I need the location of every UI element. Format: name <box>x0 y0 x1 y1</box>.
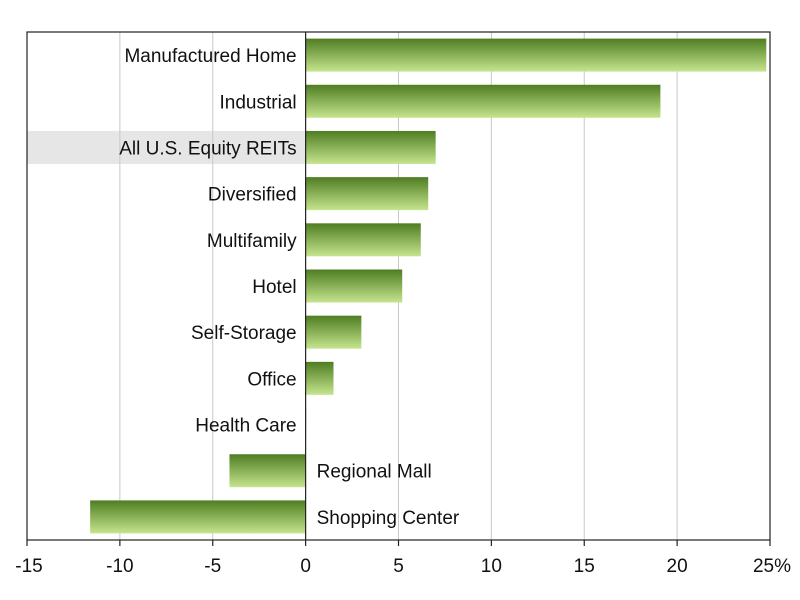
category-label: Hotel <box>252 277 296 298</box>
bar <box>305 130 436 164</box>
tick-label: 5 <box>393 556 404 577</box>
tick-label: 10 <box>481 556 502 577</box>
tick-label: -15 <box>15 556 42 577</box>
category-label: Self-Storage <box>191 323 297 344</box>
category-labels: Manufactured Home Industrial All U.S. Equi… <box>119 46 460 529</box>
bar <box>305 361 334 395</box>
highlight-band <box>27 130 306 164</box>
bar <box>305 223 421 257</box>
category-label: Regional Mall <box>317 462 432 483</box>
bar <box>305 177 429 211</box>
bar <box>90 500 306 534</box>
bars <box>90 38 767 534</box>
category-label: Multifamily <box>207 231 297 252</box>
tick-label: 15 <box>574 556 595 577</box>
tick-label: -10 <box>106 556 133 577</box>
category-label: Shopping Center <box>317 508 460 529</box>
x-axis: -15 -10 -5 0 5 10 15 20 25% <box>15 31 791 577</box>
category-label: Diversified <box>208 185 297 206</box>
tick-label: 0 <box>300 556 311 577</box>
bar <box>305 38 767 72</box>
category-label: Office <box>247 369 296 390</box>
bar <box>305 84 661 118</box>
tick-label: -5 <box>204 556 221 577</box>
bar <box>305 269 403 303</box>
tick-label: 25% <box>753 556 791 577</box>
tick-label: 20 <box>667 556 688 577</box>
bar <box>305 315 362 349</box>
category-label: Industrial <box>220 92 297 113</box>
category-label: All U.S. Equity REITs <box>119 138 296 159</box>
highlight-band-layer <box>27 130 306 164</box>
bar <box>229 454 306 488</box>
category-label: Health Care <box>195 416 296 437</box>
category-label: Manufactured Home <box>124 46 296 67</box>
